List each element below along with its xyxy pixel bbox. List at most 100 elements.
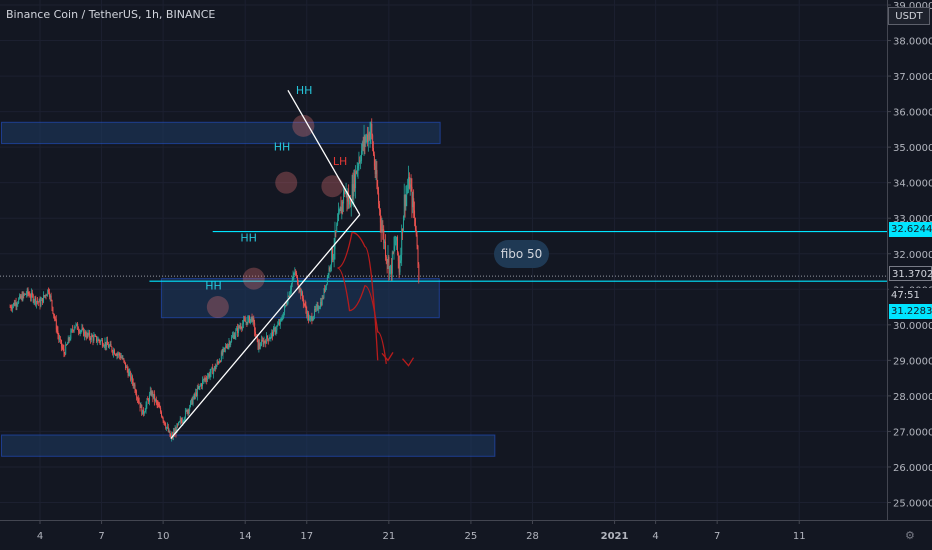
candle-body xyxy=(223,347,225,349)
candle-body xyxy=(302,298,304,304)
candle-body xyxy=(408,177,410,189)
candle-body xyxy=(388,256,390,274)
horizontal-levels xyxy=(0,230,887,282)
candle-body xyxy=(15,302,17,306)
candle-body xyxy=(37,301,39,303)
candle-body xyxy=(410,184,412,187)
price-tick-label: 38.0000 xyxy=(893,37,932,48)
candle-body xyxy=(214,366,216,370)
candle-body xyxy=(265,341,267,344)
candle-body xyxy=(246,321,248,325)
candle-body xyxy=(102,340,103,346)
settings-gear-icon[interactable]: ⚙ xyxy=(905,529,915,542)
candle-body xyxy=(129,372,131,373)
candle-body xyxy=(212,367,214,375)
candle-body xyxy=(105,341,107,347)
candle-body xyxy=(109,344,111,346)
candle-body xyxy=(406,191,408,195)
candle-body xyxy=(295,271,297,273)
candle-body xyxy=(327,274,329,277)
price-tick-label: 37.0000 xyxy=(893,72,932,83)
candle-body xyxy=(49,292,50,298)
candle-body xyxy=(360,160,362,162)
candle-body xyxy=(227,344,229,349)
candle-body xyxy=(397,253,399,262)
candle-body xyxy=(20,295,22,299)
candle-body xyxy=(414,217,416,230)
candle-body xyxy=(350,200,351,208)
candle-body xyxy=(161,412,162,417)
candle-body xyxy=(307,313,309,317)
candle-body xyxy=(71,329,73,332)
candle-body xyxy=(57,330,59,336)
candle-body xyxy=(412,198,414,208)
time-tick-label: 4 xyxy=(652,531,658,542)
candle-body xyxy=(58,335,60,340)
candle-body xyxy=(224,347,226,349)
price-tag-last: 31.3702 xyxy=(889,266,932,281)
candle-body xyxy=(154,394,156,401)
candle-body xyxy=(340,207,342,214)
candle-body xyxy=(226,347,228,349)
candle-body xyxy=(208,374,209,377)
candle-body xyxy=(339,207,341,211)
candle-body xyxy=(358,160,360,166)
candle-body xyxy=(330,264,332,269)
candle-body xyxy=(114,350,115,355)
candle-body xyxy=(61,346,63,349)
candle-body xyxy=(382,229,384,231)
candle-body xyxy=(218,362,220,364)
candle-body xyxy=(18,298,20,304)
candle-body xyxy=(402,228,404,232)
candle-body xyxy=(149,394,150,402)
candle-body xyxy=(267,338,269,341)
candle-body xyxy=(199,385,201,387)
candle-body xyxy=(31,292,33,296)
candle-body xyxy=(261,340,263,341)
candle-body xyxy=(39,299,41,307)
candle-body xyxy=(385,256,387,261)
candle-body xyxy=(16,304,18,306)
candle-body xyxy=(80,330,82,332)
candle-body xyxy=(47,289,49,295)
candle-body xyxy=(350,204,352,208)
candle-body xyxy=(349,200,351,205)
candle-body xyxy=(291,283,292,290)
currency-button[interactable]: USDT xyxy=(888,7,930,25)
time-tick-label: 10 xyxy=(157,531,170,542)
candle-body xyxy=(119,353,121,356)
candle-body xyxy=(292,275,294,281)
candle-body xyxy=(51,300,53,307)
candle-body xyxy=(48,289,50,293)
candle-body xyxy=(313,316,315,320)
candle-body xyxy=(268,338,270,341)
candle-body xyxy=(266,335,268,344)
candle-body xyxy=(42,298,44,303)
candle-body xyxy=(68,337,70,340)
time-axis[interactable]: 4 7 10 14 17 21 25 28 2021 4 7 11 ⚙ xyxy=(0,520,932,550)
candle-body xyxy=(21,295,23,301)
candle-body xyxy=(294,271,296,274)
candle-body xyxy=(353,174,355,197)
candle-body xyxy=(308,313,310,321)
candle-body xyxy=(178,422,180,425)
candle-body xyxy=(365,138,367,143)
candle-body xyxy=(181,421,183,423)
candle-body xyxy=(274,327,276,333)
candle-body xyxy=(247,318,249,325)
candle-body xyxy=(19,295,21,299)
candle-body xyxy=(53,313,55,316)
candle-body xyxy=(28,293,30,295)
highlight-circle xyxy=(206,296,229,319)
candle-body xyxy=(167,426,168,428)
time-tick-label: 7 xyxy=(714,531,720,542)
drawings: HH HH HH HH LH xyxy=(170,84,415,439)
candle-body xyxy=(384,241,386,243)
candle-body xyxy=(405,194,407,207)
candle-body xyxy=(101,340,103,342)
candle-body xyxy=(286,303,288,306)
candle-body xyxy=(377,185,379,194)
price-tick-label: 32.0000 xyxy=(893,250,932,261)
candle-body xyxy=(366,134,368,139)
